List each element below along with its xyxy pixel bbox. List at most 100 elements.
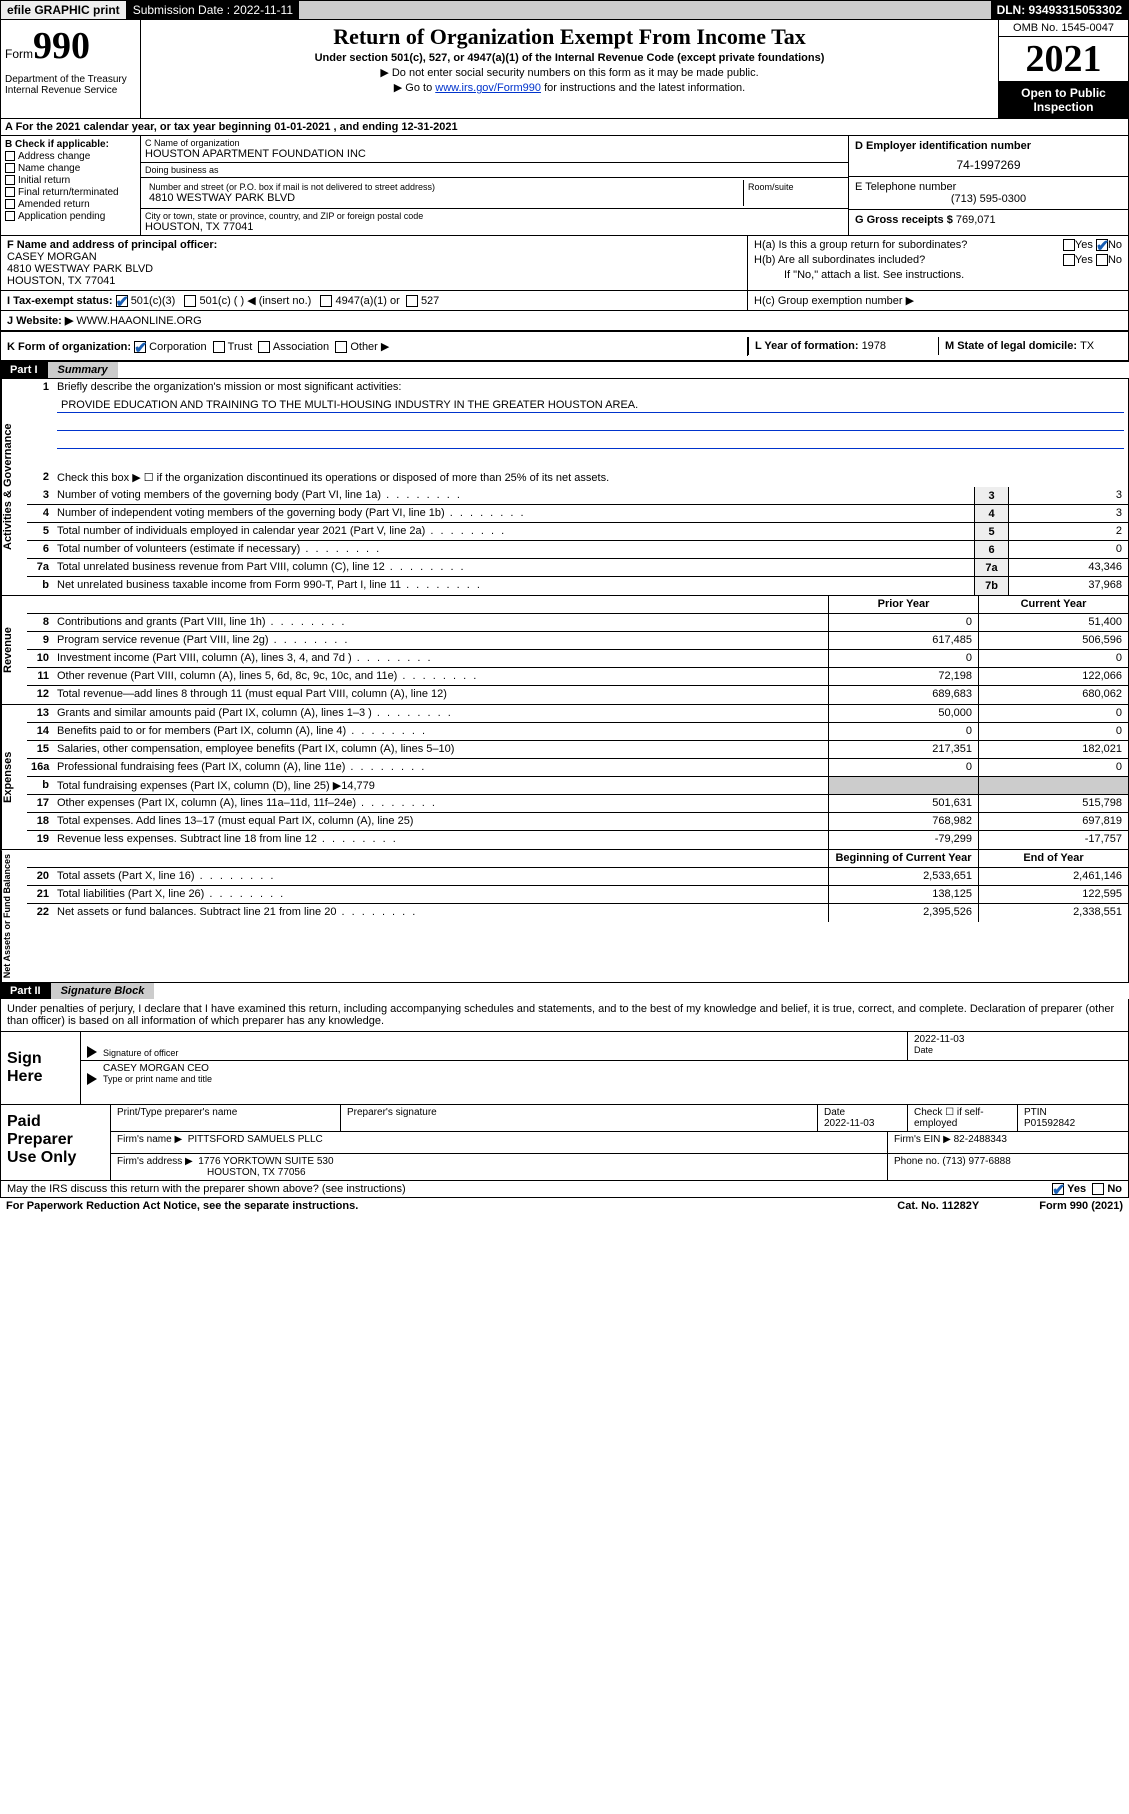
line-2: Check this box ▶ ☐ if the organization d…	[53, 469, 1128, 487]
line-7a: Total unrelated business revenue from Pa…	[53, 559, 974, 576]
val-7a: 43,346	[1008, 559, 1128, 576]
line-10: Investment income (Part VIII, column (A)…	[53, 650, 828, 667]
street-address: 4810 WESTWAY PARK BLVD	[149, 192, 739, 204]
hb-note: If "No," attach a list. See instructions…	[754, 269, 1122, 281]
firm-name-label: Firm's name ▶	[117, 1134, 182, 1145]
chk-address-change[interactable]	[5, 151, 15, 161]
ha-label: H(a) Is this a group return for subordin…	[754, 239, 967, 251]
prep-name-hdr: Print/Type preparer's name	[111, 1105, 341, 1131]
info-grid: B Check if applicable: Address change Na…	[0, 136, 1129, 236]
c15: 182,021	[978, 741, 1128, 758]
part-1-header: Part I Summary	[0, 362, 1129, 378]
form-org-label: K Form of organization:	[7, 341, 131, 353]
arrow-icon	[87, 1046, 97, 1058]
tax-year: 2021	[999, 37, 1128, 82]
dept-label: Department of the Treasury Internal Reve…	[5, 74, 136, 96]
chk-final-return[interactable]	[5, 187, 15, 197]
c13: 0	[978, 705, 1128, 722]
hb-label: H(b) Are all subordinates included?	[754, 254, 925, 266]
val-6: 0	[1008, 541, 1128, 558]
sig-name: CASEY MORGAN CEO	[103, 1063, 1122, 1074]
org-name-label: C Name of organization	[145, 138, 844, 148]
hdr-prior: Prior Year	[828, 596, 978, 613]
line-5: Total number of individuals employed in …	[53, 523, 974, 540]
ptin: P01592842	[1024, 1118, 1075, 1129]
line-21: Total liabilities (Part X, line 26)	[53, 886, 828, 903]
state-domicile-label: M State of legal domicile:	[945, 340, 1080, 352]
officer-name: CASEY MORGAN	[7, 251, 741, 263]
c21: 122,595	[978, 886, 1128, 903]
chk-corporation[interactable]	[134, 341, 146, 353]
firm-addr2: HOUSTON, TX 77056	[117, 1167, 306, 1178]
sig-date-label: Date	[914, 1045, 1122, 1055]
hdr-end: End of Year	[978, 850, 1128, 867]
hb-no[interactable]	[1096, 254, 1108, 266]
chk-other[interactable]	[335, 341, 347, 353]
sig-name-label: Type or print name and title	[103, 1074, 1122, 1084]
line-11: Other revenue (Part VIII, column (A), li…	[53, 668, 828, 685]
line-3: Number of voting members of the governin…	[53, 487, 974, 504]
chk-4947[interactable]	[320, 295, 332, 307]
p21: 138,125	[828, 886, 978, 903]
omb: OMB No. 1545-0047	[999, 20, 1128, 37]
chk-name-change[interactable]	[5, 163, 15, 173]
chk-trust[interactable]	[213, 341, 225, 353]
line-17: Other expenses (Part IX, column (A), lin…	[53, 795, 828, 812]
paid-preparer-label: Paid Preparer Use Only	[1, 1105, 111, 1180]
vtab-revenue: Revenue	[1, 596, 27, 704]
chk-501c3[interactable]	[116, 295, 128, 307]
line-9: Program service revenue (Part VIII, line…	[53, 632, 828, 649]
summary-governance: Activities & Governance 1Briefly describ…	[0, 378, 1129, 596]
hdr-curr: Current Year	[978, 596, 1128, 613]
line-16a: Professional fundraising fees (Part IX, …	[53, 759, 828, 776]
gross-label: G Gross receipts $	[855, 214, 956, 226]
firm-ein-label: Firm's EIN ▶	[894, 1134, 954, 1145]
discuss-yes[interactable]	[1052, 1183, 1064, 1195]
form-label: Form	[5, 47, 33, 61]
dln: DLN: 93493315053302	[991, 1, 1128, 19]
p17: 501,631	[828, 795, 978, 812]
p22: 2,395,526	[828, 904, 978, 922]
open-to-public: Open to Public Inspection	[999, 82, 1128, 118]
efile-button[interactable]: efile GRAPHIC print	[1, 1, 127, 19]
line-12: Total revenue—add lines 8 through 11 (mu…	[53, 686, 828, 704]
chk-application-pending[interactable]	[5, 211, 15, 221]
chk-association[interactable]	[258, 341, 270, 353]
website-label: J Website: ▶	[7, 315, 76, 327]
chk-amended-return[interactable]	[5, 199, 15, 209]
p9: 617,485	[828, 632, 978, 649]
line-14: Benefits paid to or for members (Part IX…	[53, 723, 828, 740]
line-15: Salaries, other compensation, employee b…	[53, 741, 828, 758]
ha-no[interactable]	[1096, 239, 1108, 251]
chk-initial-return[interactable]	[5, 175, 15, 185]
state-domicile: TX	[1080, 340, 1094, 352]
discuss-no[interactable]	[1092, 1183, 1104, 1195]
ein: 74-1997269	[855, 152, 1122, 172]
line-20: Total assets (Part X, line 16)	[53, 868, 828, 885]
vtab-expenses: Expenses	[1, 705, 27, 849]
ein-label: D Employer identification number	[855, 140, 1122, 152]
line-19: Revenue less expenses. Subtract line 18 …	[53, 831, 828, 849]
chk-527[interactable]	[406, 295, 418, 307]
instructions-link[interactable]: www.irs.gov/Form990	[435, 82, 541, 94]
ha-yes[interactable]	[1063, 239, 1075, 251]
line-8: Contributions and grants (Part VIII, lin…	[53, 614, 828, 631]
hb-yes[interactable]	[1063, 254, 1075, 266]
subtitle-2: ▶ Do not enter social security numbers o…	[147, 66, 992, 79]
line-7b: Net unrelated business taxable income fr…	[53, 577, 974, 595]
p20: 2,533,651	[828, 868, 978, 885]
row-i-hc: I Tax-exempt status: 501(c)(3) 501(c) ( …	[0, 291, 1129, 311]
line-13: Grants and similar amounts paid (Part IX…	[53, 705, 828, 722]
prep-date-hdr: Date	[824, 1107, 845, 1118]
firm-name: PITTSFORD SAMUELS PLLC	[188, 1134, 323, 1145]
val-5: 2	[1008, 523, 1128, 540]
tax-status-label: I Tax-exempt status:	[7, 295, 113, 307]
p15: 217,351	[828, 741, 978, 758]
sig-intro: Under penalties of perjury, I declare th…	[0, 999, 1129, 1032]
summary-net-assets: Net Assets or Fund Balances Beginning of…	[0, 850, 1129, 983]
paid-preparer-block: Paid Preparer Use Only Print/Type prepar…	[0, 1105, 1129, 1181]
val-3: 3	[1008, 487, 1128, 504]
chk-501c[interactable]	[184, 295, 196, 307]
org-name: HOUSTON APARTMENT FOUNDATION INC	[145, 148, 844, 160]
firm-ein: 82-2488343	[954, 1134, 1007, 1145]
